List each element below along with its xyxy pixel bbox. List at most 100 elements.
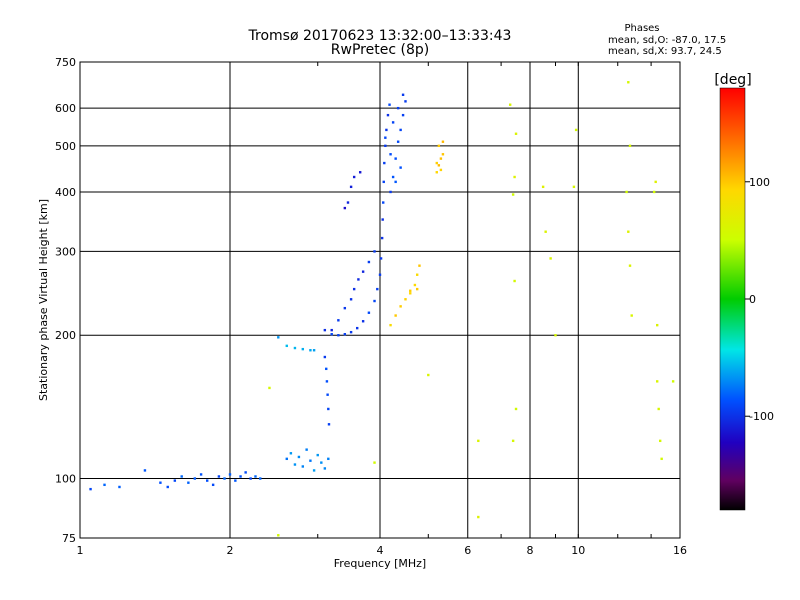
data-point (574, 128, 578, 132)
data-point (352, 287, 356, 291)
data-point (373, 250, 376, 253)
data-point (427, 373, 430, 377)
data-point (380, 236, 384, 240)
data-point (277, 336, 280, 339)
x-tick-label: 6 (464, 544, 471, 557)
data-point (277, 534, 280, 537)
chart-subtitle: RwPretec (8p) (331, 42, 429, 58)
data-point (312, 349, 316, 352)
chart-title: Tromsø 20170623 13:32:00–13:33:43 (248, 28, 512, 44)
data-point (441, 140, 445, 143)
data-point (513, 175, 516, 179)
data-point (323, 328, 327, 332)
data-point (396, 140, 400, 143)
data-point (305, 448, 308, 451)
data-point (439, 157, 443, 160)
data-point (199, 473, 203, 476)
data-point (244, 471, 247, 474)
data-point (268, 386, 271, 390)
data-point (541, 185, 545, 189)
data-point (343, 206, 347, 210)
colorbar-ticks: 100 0 -100 (745, 176, 774, 423)
data-point (356, 326, 359, 330)
data-point (367, 260, 371, 264)
data-point (628, 264, 632, 267)
data-point (435, 161, 438, 165)
data-point (349, 330, 353, 334)
data-point (249, 477, 252, 480)
data-point (389, 153, 392, 156)
data-point (554, 334, 557, 337)
data-point (437, 144, 441, 148)
data-point (327, 407, 330, 411)
data-point (404, 100, 407, 103)
data-point (477, 515, 480, 519)
data-point (349, 298, 353, 301)
y-tick-label: 600 (55, 102, 76, 115)
y-tick-label: 300 (55, 245, 76, 258)
data-point (511, 439, 515, 443)
data-point (415, 273, 419, 276)
data-point (89, 487, 92, 491)
data-point (514, 407, 518, 411)
data-point (343, 306, 347, 310)
data-point (187, 481, 190, 484)
data-point (401, 113, 405, 117)
data-point (323, 355, 327, 359)
data-point (206, 479, 209, 482)
data-point (327, 457, 330, 461)
data-point (625, 190, 628, 194)
data-point (513, 279, 516, 283)
data-point (379, 257, 383, 260)
data-point (628, 144, 632, 148)
data-point (660, 457, 663, 461)
y-tick-label: 200 (55, 329, 76, 342)
x-tick-label: 10 (571, 544, 585, 557)
data-point (383, 161, 386, 165)
data-point (477, 439, 480, 443)
data-point (382, 180, 385, 184)
data-point (399, 128, 402, 132)
data-point (343, 333, 347, 336)
data-point (389, 190, 392, 194)
data-point (399, 166, 402, 169)
data-point (378, 273, 382, 276)
colorbar-tick-label: -100 (749, 410, 774, 423)
grid-lines (80, 62, 680, 538)
colorbar (719, 87, 746, 511)
data-point (441, 153, 445, 156)
data-point (627, 81, 630, 84)
data-point (508, 103, 512, 106)
data-point (373, 299, 376, 303)
data-point (193, 477, 197, 480)
data-point (389, 323, 392, 327)
data-point (330, 328, 333, 332)
phases-header: Phases (624, 23, 659, 34)
data-point (349, 185, 353, 189)
x-tick-label: 4 (377, 544, 384, 557)
x-axis-label: Frequency [MHz] (334, 557, 426, 570)
data-point (394, 157, 397, 160)
data-point (381, 218, 384, 221)
y-axis-label: Stationary phase Virtual Height [km] (37, 199, 50, 401)
data-point (326, 393, 329, 396)
data-point (228, 473, 232, 476)
data-point (327, 423, 331, 426)
x-axis-ticks: 1 2 4 6 8 10 16 (77, 62, 687, 557)
data-point (409, 289, 412, 292)
x-tick-label: 1 (77, 544, 84, 557)
colorbar-tick-label: 0 (749, 293, 756, 306)
data-point (301, 465, 305, 468)
data-point (409, 292, 412, 295)
data-point (293, 346, 297, 350)
data-point (118, 485, 121, 489)
data-point (330, 333, 333, 336)
data-point (361, 270, 365, 273)
data-point (511, 193, 515, 196)
data-point (391, 121, 395, 124)
data-point (367, 311, 371, 314)
data-point (361, 320, 365, 323)
data-point (656, 323, 659, 327)
data-point (394, 314, 397, 317)
